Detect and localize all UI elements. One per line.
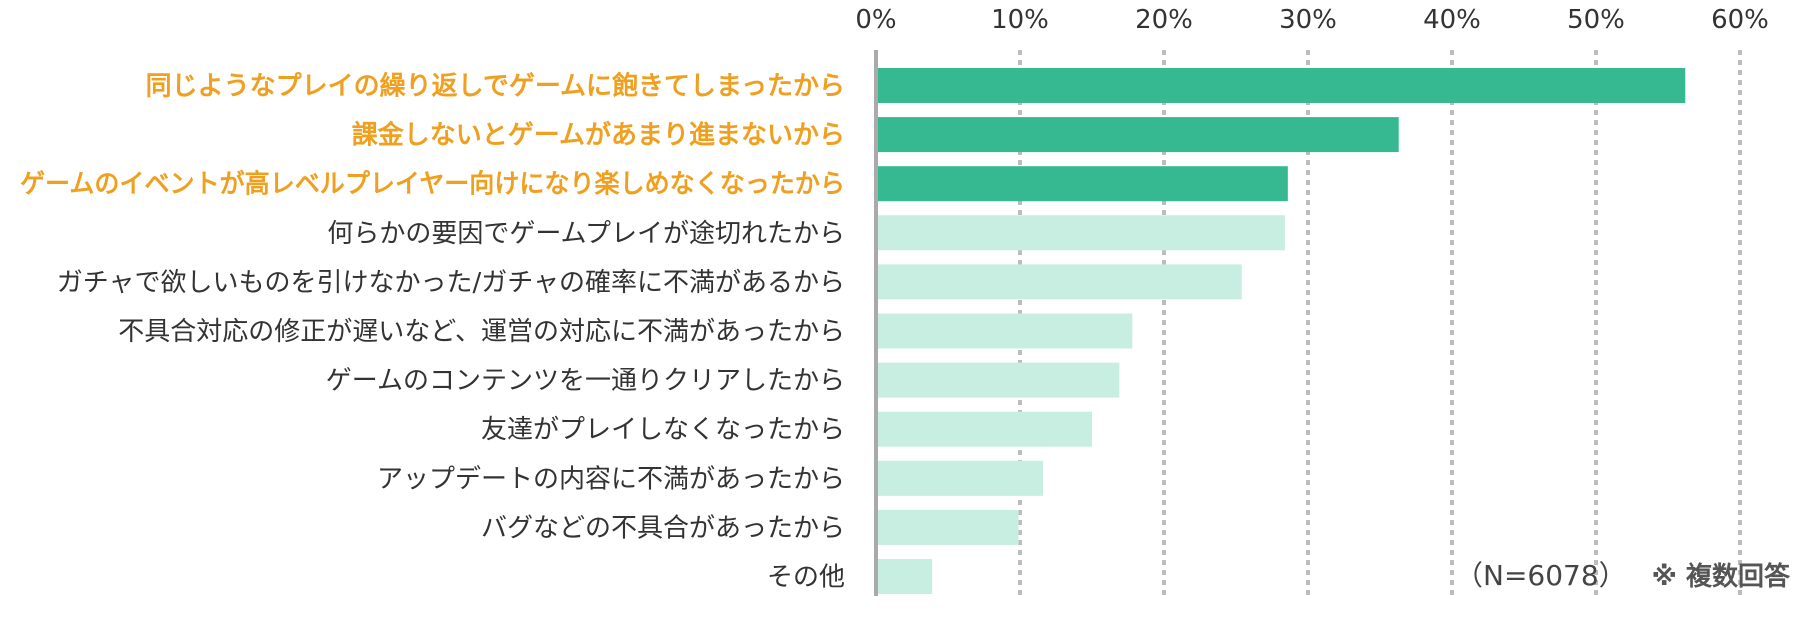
x-tick-label: 30% bbox=[1279, 5, 1337, 35]
bar bbox=[876, 264, 1242, 300]
bar bbox=[876, 117, 1399, 153]
bar bbox=[876, 559, 933, 594]
sample-size-note: （N=6078） bbox=[1455, 559, 1627, 592]
x-tick-label: 10% bbox=[991, 5, 1049, 35]
category-label: 友達がプレイしなくなったから bbox=[481, 415, 845, 445]
category-label: 同じようなプレイの繰り返しでゲームに飽きてしまったから bbox=[146, 71, 845, 102]
category-label: アップデートの内容に不満があったから bbox=[377, 464, 845, 494]
category-label: ゲームのイベントが高レベルプレイヤー向けになり楽しめなくなったから bbox=[20, 169, 845, 200]
bar bbox=[876, 215, 1285, 251]
bar bbox=[876, 362, 1120, 398]
x-tick-label: 40% bbox=[1423, 5, 1481, 35]
x-tick-label: 0% bbox=[855, 5, 896, 35]
bar bbox=[876, 460, 1044, 496]
multi-answer-note: ※ 複数回答 bbox=[1652, 561, 1791, 592]
x-tick-label: 50% bbox=[1567, 5, 1625, 35]
bar bbox=[876, 313, 1133, 349]
category-label: ガチャで欲しいものを引けなかった/ガチャの確率に不満があるから bbox=[57, 268, 845, 298]
category-label: その他 bbox=[767, 563, 845, 593]
bar bbox=[876, 68, 1686, 103]
bar bbox=[876, 411, 1092, 447]
category-label: ゲームのコンテンツを一通りクリアしたから bbox=[326, 366, 845, 396]
x-tick-label: 60% bbox=[1711, 5, 1769, 35]
bar bbox=[876, 166, 1288, 202]
category-label: 何らかの要因でゲームプレイが途切れたから bbox=[327, 219, 845, 249]
bar bbox=[876, 509, 1019, 545]
category-label: 不具合対応の修正が遅いなど、運営の対応に不満があったから bbox=[118, 317, 845, 347]
category-label: バグなどの不具合があったから bbox=[481, 513, 845, 543]
category-label: 課金しないとゲームがあまり進まないから bbox=[352, 120, 845, 151]
x-tick-label: 20% bbox=[1135, 5, 1193, 35]
